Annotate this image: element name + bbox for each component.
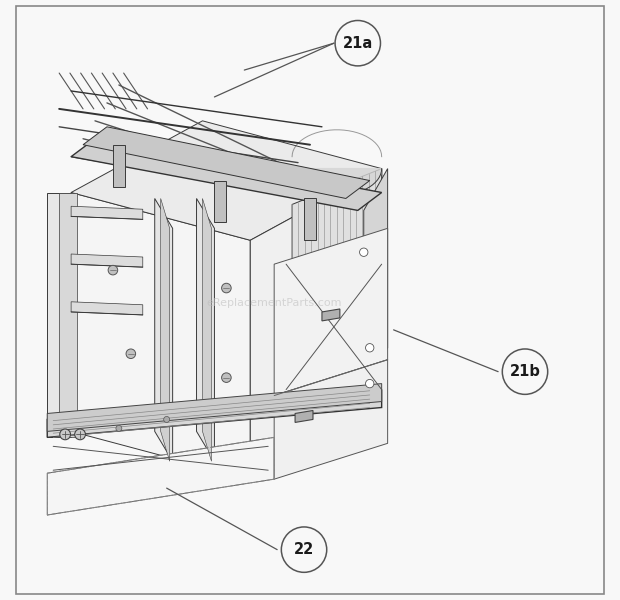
Polygon shape — [161, 199, 170, 461]
Circle shape — [126, 349, 136, 359]
Polygon shape — [203, 199, 211, 461]
Circle shape — [502, 349, 547, 394]
Polygon shape — [304, 199, 316, 240]
Circle shape — [108, 265, 118, 275]
Circle shape — [60, 429, 71, 440]
Polygon shape — [274, 229, 388, 395]
Polygon shape — [364, 169, 388, 389]
Polygon shape — [274, 360, 388, 479]
Text: 21a: 21a — [343, 35, 373, 50]
Circle shape — [281, 527, 327, 572]
Polygon shape — [71, 121, 382, 240]
Text: eReplacementParts.com: eReplacementParts.com — [206, 298, 342, 308]
Polygon shape — [47, 193, 71, 437]
Circle shape — [116, 425, 122, 431]
Text: 21b: 21b — [510, 364, 541, 379]
Polygon shape — [71, 254, 143, 267]
Polygon shape — [295, 410, 313, 422]
Circle shape — [74, 429, 86, 440]
Polygon shape — [71, 139, 382, 211]
Polygon shape — [197, 199, 215, 461]
Polygon shape — [292, 169, 382, 336]
Polygon shape — [155, 199, 172, 461]
Polygon shape — [47, 383, 382, 431]
Polygon shape — [83, 127, 370, 199]
Polygon shape — [250, 169, 382, 479]
Circle shape — [366, 344, 374, 352]
Polygon shape — [47, 437, 274, 515]
Polygon shape — [113, 145, 125, 187]
Text: 22: 22 — [294, 542, 314, 557]
Polygon shape — [71, 206, 143, 220]
Circle shape — [221, 373, 231, 382]
Polygon shape — [215, 181, 226, 223]
Circle shape — [335, 20, 381, 66]
Circle shape — [221, 283, 231, 293]
Polygon shape — [71, 193, 250, 479]
Polygon shape — [292, 169, 382, 196]
Polygon shape — [47, 389, 382, 437]
Polygon shape — [59, 193, 77, 437]
Circle shape — [360, 248, 368, 256]
Polygon shape — [322, 309, 340, 321]
Circle shape — [366, 379, 374, 388]
Circle shape — [164, 416, 170, 422]
Polygon shape — [71, 302, 143, 315]
